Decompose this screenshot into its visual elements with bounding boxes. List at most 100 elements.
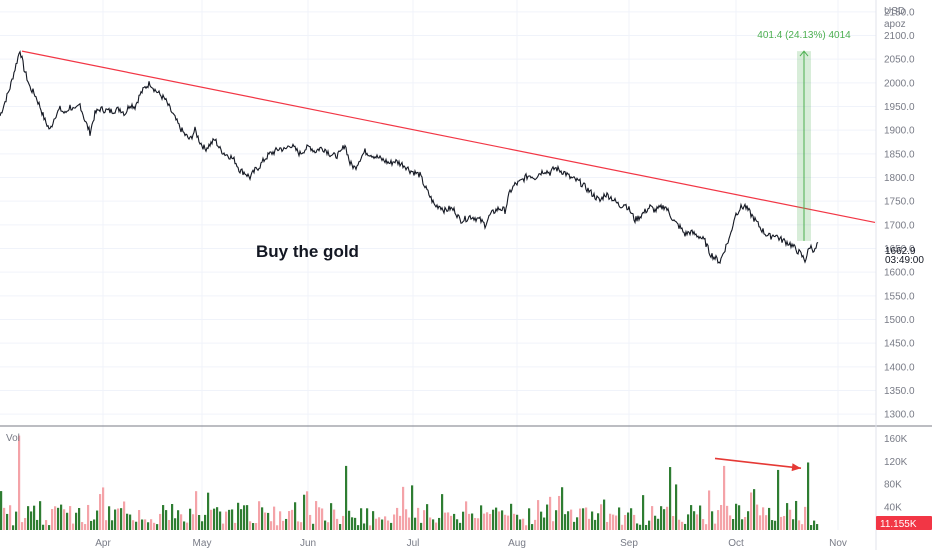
volume-bar (666, 506, 669, 530)
volume-bar (444, 512, 447, 530)
volume-bar (252, 523, 255, 530)
volume-bar (183, 521, 186, 530)
volume-bar (762, 507, 765, 530)
volume-bar (372, 511, 375, 530)
volume-bar (348, 510, 351, 530)
trend-line[interactable] (21, 50, 876, 224)
volume-bar (105, 520, 108, 530)
volume-bar (3, 507, 6, 530)
volume-bar (147, 522, 150, 530)
volume-bar (651, 506, 654, 530)
volume-bar (9, 505, 12, 530)
volume-axis[interactable]: 40K 80K 120K 160K (884, 434, 908, 514)
volume-bar (432, 519, 435, 530)
volume-bar (438, 517, 441, 530)
volume-bar (492, 509, 495, 530)
volume-bar (783, 515, 786, 530)
volume-bar (60, 504, 63, 530)
volume-bar (75, 512, 78, 530)
price-series-line (0, 50, 819, 265)
volume-bar (525, 525, 528, 530)
volume-bar (78, 508, 81, 530)
volume-bar (399, 515, 402, 530)
price-tick-label: 1600.0 (884, 268, 915, 279)
volume-bar (642, 495, 645, 530)
volume-bar (588, 518, 591, 530)
volume-tick-label: 40K (884, 503, 902, 514)
volume-trend-arrow[interactable] (714, 457, 802, 469)
volume-bar (660, 506, 663, 530)
price-tick-label: 1400.0 (884, 362, 915, 373)
volume-bar (774, 520, 777, 530)
volume-bar (390, 522, 393, 530)
volume-bar (258, 501, 261, 530)
volume-bar (363, 523, 366, 530)
volume-bar (204, 514, 207, 530)
volume-bar (555, 510, 558, 530)
volume-bar (747, 511, 750, 530)
volume-bar (285, 518, 288, 530)
volume-bar (48, 525, 51, 530)
volume-bar (558, 495, 561, 530)
volume-bar (654, 515, 657, 530)
volume-bar (66, 512, 69, 530)
price-tick-label: 1450.0 (884, 339, 915, 350)
volume-bar (174, 518, 177, 530)
volume-bar (111, 520, 114, 530)
volume-bar (24, 518, 27, 530)
volume-bar (282, 520, 285, 530)
volume-bar (402, 486, 405, 530)
price-tick-label: 1500.0 (884, 315, 915, 326)
volume-bar (273, 506, 276, 530)
volume-bar (375, 518, 378, 530)
volume-bar (243, 505, 246, 530)
volume-tick-label: 120K (884, 457, 908, 468)
volume-bar (414, 517, 417, 530)
volume-bar (639, 524, 642, 530)
volume-bar (21, 522, 24, 530)
volume-bar (792, 519, 795, 530)
volume-bar (447, 512, 450, 530)
volume-bar (219, 511, 222, 530)
volume-bar (42, 524, 45, 530)
volume-bar (567, 511, 570, 530)
volume-bar (771, 520, 774, 530)
volume-bar (477, 518, 480, 530)
month-tick-label: Jun (300, 538, 316, 549)
volume-bar (681, 521, 684, 530)
price-tick-label: 1750.0 (884, 197, 915, 208)
volume-bar (327, 522, 330, 530)
volume-bar (720, 504, 723, 530)
volume-bar (120, 508, 123, 530)
month-tick-label: Apr (95, 538, 111, 549)
volume-bar (615, 515, 618, 530)
volume-bar (369, 525, 372, 530)
time-axis[interactable]: Apr May Jun Jul Aug Sep Oct Nov (95, 538, 847, 549)
volume-bar (381, 519, 384, 530)
volume-bar (453, 513, 456, 530)
month-tick-label: Jul (407, 538, 420, 549)
volume-bar (150, 519, 153, 530)
volume-bar (144, 519, 147, 530)
volume-bar (69, 506, 72, 530)
volume-bar (408, 517, 411, 530)
price-tick-label: 1900.0 (884, 126, 915, 137)
volume-bar (546, 504, 549, 530)
volume-bar (411, 485, 414, 530)
volume-bar (54, 506, 57, 530)
volume-bar (30, 511, 33, 530)
volume-bar (603, 499, 606, 530)
volume-bar (246, 505, 249, 530)
volume-bar (474, 517, 477, 530)
volume-bar (537, 500, 540, 530)
volume-bar (63, 509, 66, 530)
volume-bar (672, 516, 675, 530)
volume-bar (123, 501, 126, 530)
volume-bar (561, 487, 564, 530)
chart-annotation-text[interactable]: Buy the gold (256, 242, 359, 261)
price-axis[interactable]: 1300.0 1350.0 1400.0 1450.0 1500.0 1550.0 1600… (884, 7, 915, 420)
price-tick-label: 2050.0 (884, 55, 915, 66)
volume-bar (480, 505, 483, 530)
volume-bar (612, 514, 615, 530)
